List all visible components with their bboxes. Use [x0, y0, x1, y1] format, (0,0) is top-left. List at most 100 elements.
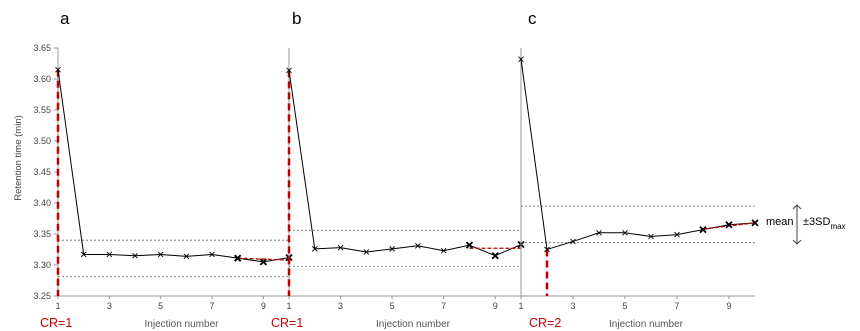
data-point-stroke: [337, 244, 344, 251]
x-axis-label: Injection number: [145, 319, 220, 330]
data-point: [311, 246, 318, 252]
data-point: [389, 246, 395, 252]
data-point-stroke: [674, 231, 680, 238]
data-point-stroke: [491, 252, 499, 260]
sd-annotation-label: ±3SDmax: [803, 216, 846, 231]
panel-label: c: [528, 9, 537, 28]
y-axis-ticks: 3.25 3.30 3.35 3.40 3.45 3.50 3.55 3.60 3.65: [33, 43, 58, 301]
x-tick-label: 1: [518, 301, 523, 311]
y-tick-label: 3.35: [33, 229, 51, 239]
series-line: [57, 69, 290, 263]
data-point: [415, 242, 421, 249]
data-point: [491, 252, 499, 260]
data-point: [183, 253, 190, 260]
data-point-stroke: [389, 246, 395, 252]
y-tick-label: 3.60: [33, 74, 51, 84]
data-point-stroke: [544, 246, 550, 253]
x-tick-label: 3: [338, 301, 343, 311]
data-point-stroke: [622, 229, 628, 236]
series-line: [288, 70, 522, 257]
data-point-stroke: [725, 221, 733, 229]
data-point-stroke: [699, 226, 707, 234]
data-point-stroke: [132, 252, 138, 259]
data-point: [259, 258, 267, 266]
panel-a: a 1 3 5 7 9 Injection number CR=1: [40, 9, 293, 330]
data-point-stroke: [286, 67, 292, 74]
x-tick-label: 9: [261, 301, 266, 311]
y-tick-label: 3.50: [33, 136, 51, 146]
data-point-stroke: [363, 249, 370, 255]
x-axis-label: Injection number: [376, 319, 451, 330]
x-tick-label: 3: [570, 301, 575, 311]
y-tick-label: 3.55: [33, 105, 51, 115]
data-point-stroke: [518, 56, 524, 62]
x-tick-label: 9: [493, 301, 498, 311]
data-point: [518, 56, 524, 62]
data-point: [337, 244, 344, 251]
cr-label: CR=1: [271, 316, 303, 330]
data-point: [622, 229, 628, 236]
data-point-stroke: [80, 251, 87, 258]
data-point: [132, 252, 138, 259]
x-tick-label: 7: [674, 301, 679, 311]
data-point-stroke: [311, 246, 318, 252]
y-tick-label: 3.65: [33, 43, 51, 53]
data-point-stroke: [415, 242, 421, 249]
data-point-stroke: [259, 258, 267, 266]
data-point: [751, 219, 759, 227]
y-tick-label: 3.45: [33, 167, 51, 177]
data-point: [55, 66, 61, 73]
data-point-stroke: [465, 241, 474, 249]
data-point-stroke: [157, 251, 164, 258]
x-tick-label: 9: [726, 301, 731, 311]
data-point: [286, 67, 292, 74]
panel-b: b 1 3 5 7 9 Injection number CR=1: [271, 9, 525, 330]
data-point: [544, 246, 550, 253]
data-point-stroke: [183, 253, 190, 260]
data-point: [674, 231, 680, 238]
data-point: [363, 249, 370, 255]
data-point: [725, 221, 733, 229]
data-point: [209, 251, 215, 258]
data-point: [106, 251, 113, 258]
y-axis-label: Retention time (min): [13, 115, 24, 201]
data-point: [157, 251, 164, 258]
mean-line: [237, 257, 290, 261]
data-point-stroke: [751, 219, 759, 227]
data-point-stroke: [106, 251, 113, 258]
x-tick-label: 5: [158, 301, 163, 311]
mean-annotation: mean: [766, 216, 794, 228]
panels: a 1 3 5 7 9 Injection number CR=1 b 1 3 5 7 9 Injectio…: [40, 9, 759, 330]
data-point: [440, 247, 447, 254]
data-point: [465, 241, 474, 249]
data-point-stroke: [440, 247, 447, 254]
x-tick-label: 7: [441, 301, 446, 311]
x-tick-label: 3: [107, 301, 112, 311]
data-point-stroke: [570, 238, 576, 245]
panel-label: a: [60, 9, 70, 28]
x-tick-label: 5: [622, 301, 627, 311]
x-tick-label: 7: [209, 301, 214, 311]
cr-label: CR=2: [529, 316, 561, 330]
y-tick-label: 3.30: [33, 260, 51, 270]
sd-annotation: mean ±3SDmax: [766, 204, 846, 245]
y-tick-label: 3.40: [33, 198, 51, 208]
sd-subscript: max: [830, 222, 845, 231]
data-point-stroke: [648, 233, 654, 240]
data-point: [648, 233, 654, 240]
x-axis-label: Injection number: [609, 319, 684, 330]
data-point: [234, 254, 242, 262]
data-point: [699, 226, 707, 234]
data-point: [570, 238, 576, 245]
sd-prefix: ±3SD: [803, 216, 830, 228]
data-point-stroke: [55, 66, 61, 73]
data-point: [596, 229, 602, 236]
panel-c: c 1 3 5 7 9 Injection number CR=2: [518, 9, 759, 330]
data-point-stroke: [209, 251, 215, 258]
series-line: [520, 59, 756, 251]
y-tick-label: 3.25: [33, 291, 51, 301]
data-point-stroke: [234, 254, 242, 262]
x-tick-label: 1: [55, 301, 60, 311]
data-point: [80, 251, 87, 258]
data-point-stroke: [596, 229, 602, 236]
